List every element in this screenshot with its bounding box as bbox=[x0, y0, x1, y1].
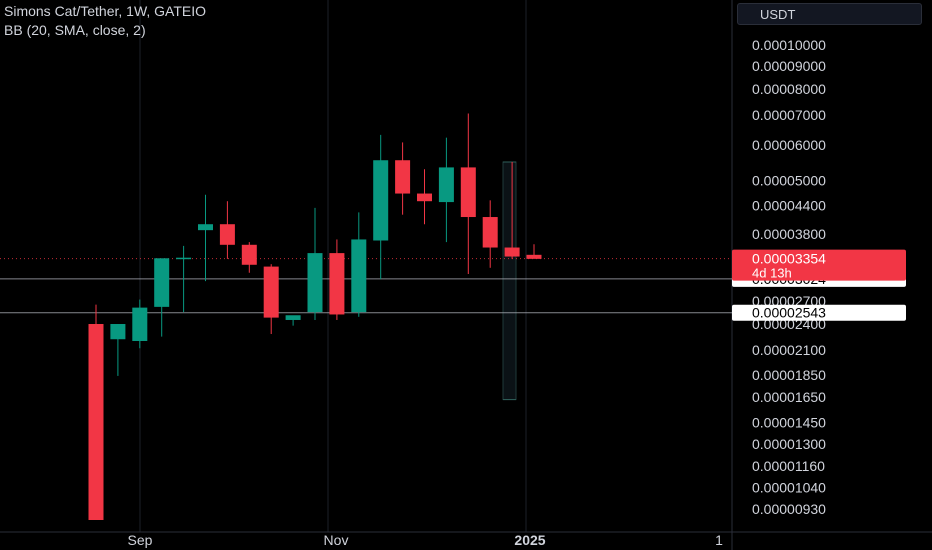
currency-selector-button[interactable]: USDT bbox=[737, 3, 922, 25]
range-box bbox=[502, 161, 517, 401]
indicator-label[interactable]: BB (20, SMA, close, 2) bbox=[4, 22, 146, 38]
candle-body bbox=[263, 266, 279, 318]
candle-body bbox=[395, 160, 411, 194]
candle-body bbox=[329, 253, 345, 315]
candle-body bbox=[482, 217, 498, 248]
candle-body bbox=[198, 224, 213, 231]
candle-body bbox=[285, 315, 301, 320]
current-price-label: 0.00003354 bbox=[752, 251, 826, 267]
price-tick-label: 0.00006000 bbox=[752, 137, 826, 153]
price-tick-label: 0.00004400 bbox=[752, 198, 826, 214]
candle-body bbox=[373, 160, 389, 241]
candle-body bbox=[417, 193, 432, 202]
candle-body bbox=[460, 167, 476, 218]
price-tick-label: 0.00008000 bbox=[752, 81, 826, 97]
candle-body bbox=[110, 324, 126, 340]
price-tick-label: 0.00002100 bbox=[752, 342, 826, 358]
candle-body bbox=[132, 307, 148, 342]
price-tick-label: 0.00009000 bbox=[752, 58, 826, 74]
candle-body bbox=[351, 239, 367, 313]
bar-countdown-label: 4d 13h bbox=[752, 266, 792, 281]
price-tick-label: 0.00003800 bbox=[752, 226, 826, 242]
symbol-title: Simons Cat/Tether, 1W, GATEIO bbox=[4, 3, 207, 19]
candle-body bbox=[154, 258, 170, 307]
price-tick-label: 0.00001300 bbox=[752, 436, 826, 452]
time-tick-label: 2025 bbox=[514, 532, 545, 548]
price-tick-label: 0.00001650 bbox=[752, 389, 826, 405]
candle-body bbox=[219, 224, 235, 245]
candle-body bbox=[438, 167, 454, 203]
price-tick-label: 0.00010000 bbox=[752, 37, 826, 53]
candle-body bbox=[176, 257, 192, 260]
time-tick-label: Nov bbox=[324, 532, 349, 548]
time-tick-label: Sep bbox=[128, 532, 153, 548]
level-badge-label: 0.00002543 bbox=[752, 305, 826, 321]
price-tick-label: 0.00001160 bbox=[752, 458, 825, 474]
price-tick-label: 0.00001040 bbox=[752, 479, 826, 495]
candle-body bbox=[307, 253, 323, 313]
candle-body bbox=[88, 324, 104, 520]
candle-body bbox=[526, 254, 542, 259]
price-tick-label: 0.00001850 bbox=[752, 367, 826, 383]
current-price-badge bbox=[732, 249, 906, 281]
candle-body bbox=[504, 247, 520, 257]
price-tick-label: 0.00000930 bbox=[752, 501, 826, 517]
time-tick-label: 1 bbox=[715, 532, 723, 548]
chart-legend: Simons Cat/Tether, 1W, GATEIO BB (20, SM… bbox=[4, 2, 206, 40]
level-badge bbox=[732, 304, 906, 321]
price-tick-label: 0.00005000 bbox=[752, 173, 826, 189]
price-tick-label: 0.00001450 bbox=[752, 414, 826, 430]
candle-body bbox=[241, 244, 257, 265]
price-tick-label: 0.00007000 bbox=[752, 107, 826, 123]
